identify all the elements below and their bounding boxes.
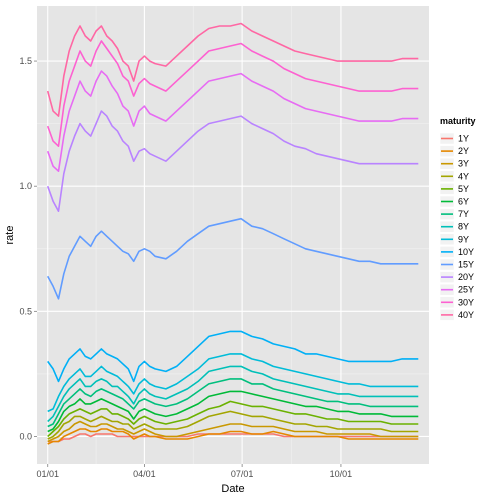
legend-label-40y: 40Y bbox=[458, 310, 474, 320]
series-line-7y bbox=[47, 378, 419, 428]
y-axis-title: rate bbox=[4, 226, 16, 245]
y-tick-label: 0.0 bbox=[19, 431, 32, 441]
series-line-1y bbox=[47, 433, 419, 443]
legend-label-20y: 20Y bbox=[458, 272, 474, 282]
legend-label-15y: 15Y bbox=[458, 260, 474, 270]
x-tick-label: 07/01 bbox=[231, 469, 254, 479]
series-line-5y bbox=[47, 400, 419, 438]
series-line-10y bbox=[47, 330, 419, 383]
legend-label-25y: 25Y bbox=[458, 285, 474, 295]
y-tick-label: 1.5 bbox=[19, 56, 32, 66]
legend-label-3y: 3Y bbox=[458, 159, 469, 169]
legend-label-7y: 7Y bbox=[458, 209, 469, 219]
legend-label-10y: 10Y bbox=[458, 247, 474, 257]
legend-label-4y: 4Y bbox=[458, 171, 469, 181]
plot-panel bbox=[37, 6, 429, 464]
series-lines bbox=[46, 22, 419, 445]
series-line-2y bbox=[47, 428, 419, 445]
series-line-30y bbox=[46, 40, 419, 147]
series-line-20y bbox=[46, 110, 419, 212]
series-line-3y bbox=[47, 420, 419, 443]
legend: maturity 1Y 2Y 3Y 4Y 5Y 6Y 7Y 8Y 9Y 10Y 15Y 20Y 25Y 3… bbox=[439, 116, 476, 321]
legend-label-1y: 1Y bbox=[458, 134, 469, 144]
series-line-25y bbox=[46, 70, 419, 172]
x-tick-label: 04/01 bbox=[133, 469, 156, 479]
legend-label-6y: 6Y bbox=[458, 197, 469, 207]
legend-label-5y: 5Y bbox=[458, 184, 469, 194]
legend-label-30y: 30Y bbox=[458, 297, 474, 307]
series-line-40y bbox=[46, 22, 419, 117]
legend-label-8y: 8Y bbox=[458, 222, 469, 232]
x-tick-label: 01/01 bbox=[36, 469, 59, 479]
x-tick-label: 10/01 bbox=[330, 469, 353, 479]
legend-label-2y: 2Y bbox=[458, 146, 469, 156]
x-axis: 01/01 04/01 07/01 10/01 bbox=[36, 464, 352, 479]
x-axis-title: Date bbox=[221, 483, 244, 495]
series-line-15y bbox=[46, 217, 419, 300]
series-line-8y bbox=[47, 365, 419, 423]
series-line-6y bbox=[47, 390, 419, 433]
series-line-9y bbox=[47, 353, 419, 413]
legend-label-9y: 9Y bbox=[458, 234, 469, 244]
legend-title: maturity bbox=[440, 116, 476, 126]
series-line-4y bbox=[47, 410, 419, 440]
legend-items: 1Y 2Y 3Y 4Y 5Y 6Y 7Y 8Y 9Y 10Y 15Y 20Y 25Y 30Y 40Y bbox=[439, 132, 474, 321]
y-axis: 0.0 0.5 1.0 1.5 bbox=[19, 56, 37, 441]
y-tick-label: 0.5 bbox=[19, 306, 32, 316]
y-tick-label: 1.0 bbox=[19, 181, 32, 191]
